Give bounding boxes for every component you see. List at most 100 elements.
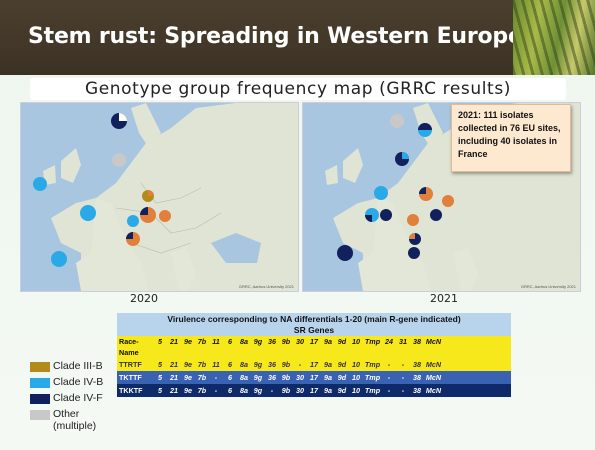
sr-gene-header: 9e [184,337,192,346]
sr-gene-header: 17 [310,337,318,346]
table-cell: 36 [268,360,276,369]
table-cell: - [298,360,302,369]
table-title: Virulence corresponding to NA differenti… [117,313,511,325]
year-label-2021: 2021 [430,292,458,305]
sr-gene-header: 11 [212,337,220,346]
wheat-photo [513,0,595,75]
table-cell: 9b [281,373,291,382]
table-cell: Tmp [364,373,381,382]
table-cell: 21 [170,373,178,382]
table-cell: 9a [324,386,332,395]
map-credit: GRRC, Aarhus University 2021 [238,284,294,289]
sr-gene-header: 7b [197,337,207,346]
table-cell: 17 [310,373,318,382]
race-name-cell: TTRTF [119,360,142,369]
table-cell: 9g [253,360,263,369]
table-cell: 8a [240,360,248,369]
table-cell: Tmp [364,386,381,395]
year-label-2020: 2020 [130,292,158,305]
table-cell: McN [425,373,442,382]
legend-label: Other (multiple) [53,408,97,432]
legend-label: Clade IV-F [53,392,103,404]
legend-swatch [30,362,50,372]
sr-gene-header: Tmp [364,337,381,346]
table-cell: 9e [184,373,192,382]
table-cell: 8a [240,373,248,382]
race-name-header: Race-Name [119,337,139,357]
table-cell: 30 [296,373,304,382]
sr-gene-header: 9a [324,337,332,346]
sr-gene-header: 31 [399,337,407,346]
table-cell: 9d [337,386,347,395]
sr-gene-header: 5 [158,337,162,346]
table-cell: - [214,373,218,382]
sr-gene-header: 9g [253,337,263,346]
legend-label: Clade III-B [53,360,103,372]
table-cell: 6 [228,386,232,395]
table-cell: 9b [281,386,291,395]
table-cell: 11 [212,360,220,369]
table-cell: 36 [268,373,276,382]
table-cell: McN [425,386,442,395]
sr-gene-header: 9b [281,337,291,346]
table-cell: 38 [413,360,421,369]
race-name-cell: TKTTF [119,373,142,382]
table-cell: 6 [228,373,232,382]
table-cell: McN [425,360,442,369]
map-credit: GRRC, Aarhus University 2021 [520,284,576,289]
table-cell: - [401,373,405,382]
sr-gene-header: 30 [296,337,304,346]
table-cell: 5 [158,386,162,395]
table-cell: 5 [158,373,162,382]
legend-swatch [30,410,50,420]
isolates-callout: 2021: 111 isolates collected in 76 EU si… [451,104,571,172]
table-cell: 21 [170,360,178,369]
table-cell: 10 [352,373,360,382]
table-cell: 8a [240,386,248,395]
table-row: TKKTF 5 21 9e 7b -6 8a 9g -9b 30 17 9a 9d 10 Tmp - -38 Mc… [117,384,511,397]
sr-gene-header: 36 [268,337,276,346]
table-cell: - [214,386,218,395]
legend-swatch [30,378,50,388]
table-cell: 30 [296,386,304,395]
table-cell: 9e [184,386,192,395]
sr-gene-header: 9d [337,337,347,346]
sr-gene-header: McN [425,337,442,346]
table-cell: - [401,386,405,395]
map-2020: GRRC, Aarhus University 2021 [20,102,299,292]
table-cell: 9d [337,373,347,382]
map-subtitle: Genotype group frequency map (GRRC resul… [30,78,566,100]
table-cell: 10 [352,360,360,369]
table-cell: 9d [337,360,347,369]
table-cell: - [387,386,391,395]
table-cell: 9g [253,373,263,382]
table-cell: Tmp [364,360,381,369]
table-cell: 17 [310,360,318,369]
table-cell: 9a [324,360,332,369]
sr-gene-header: 21 [170,337,178,346]
table-cell: - [270,386,274,395]
slide-header: Stem rust: Spreading in Western Europe [0,0,595,75]
table-cell: - [387,373,391,382]
table-subtitle: SR Genes [117,325,511,336]
table-cell: 6 [228,360,232,369]
table-cell: 21 [170,386,178,395]
table-cell: 5 [158,360,162,369]
table-cell: 38 [413,373,421,382]
slide-title: Stem rust: Spreading in Western Europe [28,24,523,49]
table-cell: - [401,360,405,369]
table-cell: 9b [281,360,291,369]
legend-swatch [30,394,50,404]
table-cell: 7b [197,386,207,395]
table-cell: 9a [324,373,332,382]
race-name-cell: TKKTF [119,386,143,395]
table-cell: 9e [184,360,192,369]
sr-gene-header: 6 [228,337,232,346]
virulence-table: Virulence corresponding to NA differenti… [117,313,511,397]
europe-map-2020 [21,103,298,291]
table-cell: 10 [352,386,360,395]
table-cell: - [387,360,391,369]
sr-gene-header: 8a [240,337,248,346]
table-row: TKTTF 5 21 9e 7b -6 8a 9g 36 9b 30 17 9a 9d 10 Tmp - -38 M… [117,371,511,384]
sr-gene-header: 24 [385,337,393,346]
